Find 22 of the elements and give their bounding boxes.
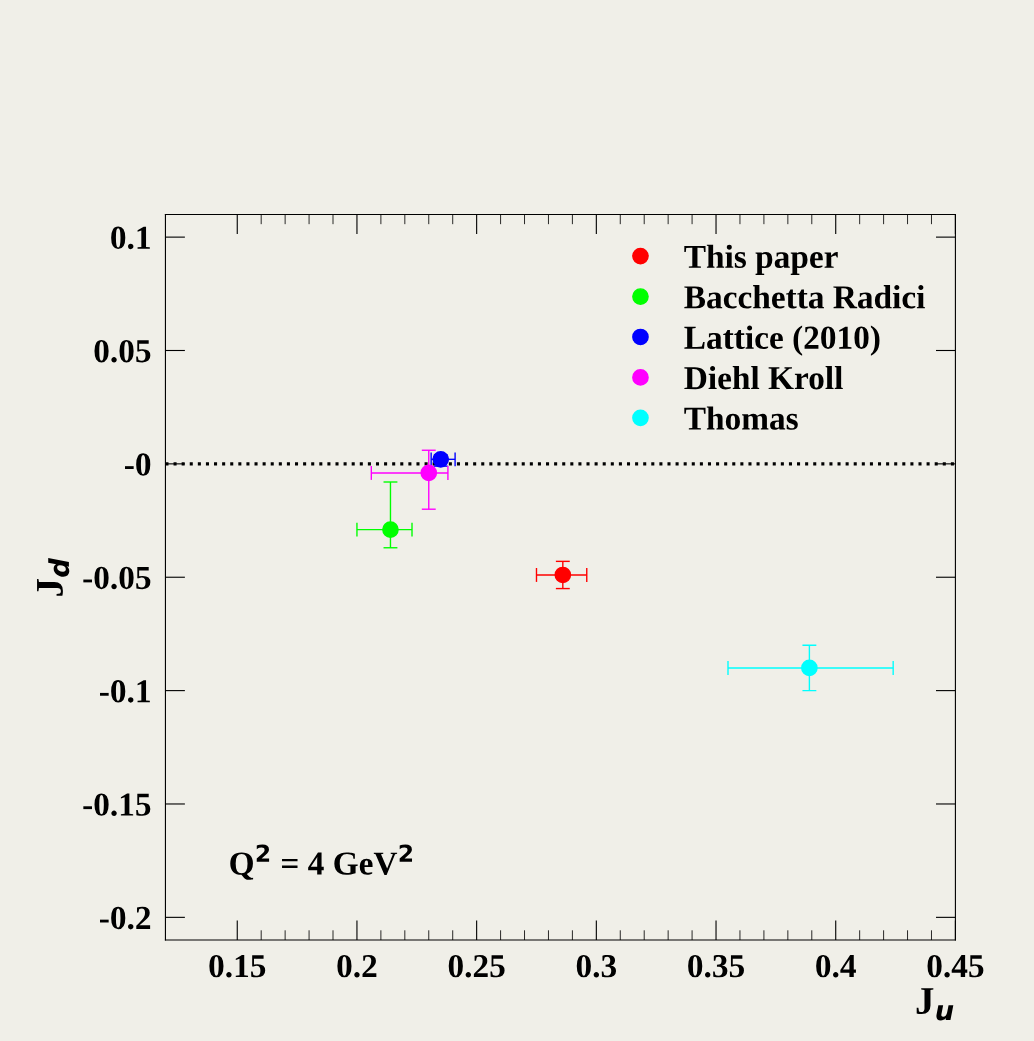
- legend-label: Diehl Kroll: [684, 365, 843, 390]
- x-tick-label: 0.3: [576, 954, 617, 978]
- x-axis-title: J$_{u}$: [916, 988, 954, 1021]
- x-tick-label: 0.15: [209, 954, 266, 978]
- y-tick-label: -0.2: [100, 906, 151, 930]
- y-tick-label: 0.05: [94, 339, 151, 363]
- x-tick-label: 0.45: [927, 954, 984, 978]
- x-tick-label: 0.35: [688, 954, 744, 978]
- y-tick-label: -0.1: [100, 680, 150, 703]
- y-tick-label: -0.05: [83, 566, 151, 590]
- legend-label: Bacchetta Radici: [684, 285, 925, 309]
- legend-label: Lattice (2010): [684, 325, 880, 356]
- legend-label: Thomas: [684, 406, 798, 430]
- x-tick-label: 0.2: [337, 954, 377, 978]
- y-tick-label: -0.15: [83, 793, 151, 817]
- x-tick-label: 0.4: [816, 954, 856, 978]
- y-axis-title: J$_{d}$: [37, 557, 70, 596]
- y-tick-label: 0.1: [111, 226, 150, 250]
- annotation: Q$^{2}$ = 4 GeV$^{2}$: [230, 844, 413, 880]
- y-tick-label: -0: [125, 453, 151, 476]
- legend-label: This paper: [684, 244, 838, 275]
- x-tick-label: 0.25: [448, 954, 505, 978]
